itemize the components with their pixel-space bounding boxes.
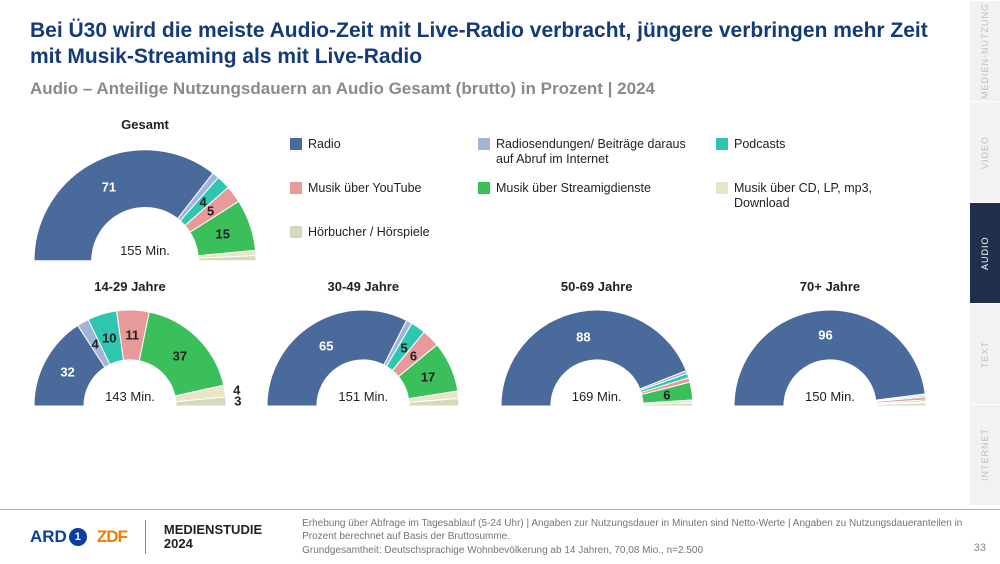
segment-value: 6 bbox=[410, 349, 417, 364]
segment-value: 65 bbox=[319, 338, 333, 353]
legend-item: Musik über YouTube bbox=[290, 181, 460, 211]
segment-value: 96 bbox=[818, 328, 832, 343]
page-subtitle: Audio – Anteilige Nutzungsdauern an Audi… bbox=[30, 79, 950, 99]
legend: Radio Radiosendungen/ Beiträge daraus auf… bbox=[290, 117, 886, 240]
side-tab-audio[interactable]: AUDIO bbox=[970, 202, 1000, 303]
segment-value: 71 bbox=[102, 179, 116, 194]
chart-30-49: 30-49 Jahre 65 56 17 151 Min. bbox=[263, 279, 463, 415]
footnotes: Erhebung über Abfrage im Tagesablauf (5-… bbox=[302, 517, 982, 558]
segment-value: 17 bbox=[421, 370, 435, 385]
segment-value: 5 bbox=[207, 203, 214, 218]
side-tab-medien-nutzung[interactable]: MEDIEN-NUTZUNG bbox=[970, 0, 1000, 101]
zdf-logo: ZDF bbox=[97, 527, 127, 547]
chart-title: 14-29 Jahre bbox=[30, 279, 230, 294]
side-tab-internet[interactable]: INTERNET bbox=[970, 404, 1000, 505]
chart-gesamt: Gesamt 71 4515 155 Min. bbox=[30, 117, 260, 270]
legend-item: Hörbucher / Hörspiele bbox=[290, 225, 460, 240]
footer-logos: ARD1 ZDF MEDIENSTUDIE2024 bbox=[30, 520, 262, 554]
segment-value: 32 bbox=[60, 365, 74, 380]
chart-center-label: 150 Min. bbox=[805, 389, 855, 404]
chart-title: 50-69 Jahre bbox=[497, 279, 697, 294]
chart-title: Gesamt bbox=[30, 117, 260, 132]
chart-center-label: 169 Min. bbox=[572, 389, 622, 404]
segment-value: 15 bbox=[215, 226, 229, 241]
segment-value: 88 bbox=[576, 329, 590, 344]
segment-value: 4 bbox=[199, 195, 206, 210]
segment-value: 4 bbox=[91, 337, 98, 352]
page-title: Bei Ü30 wird die meiste Audio-Zeit mit L… bbox=[30, 18, 950, 71]
chart-center-label: 155 Min. bbox=[120, 243, 170, 258]
ard-logo: ARD1 bbox=[30, 527, 87, 547]
segment-value: 10 bbox=[102, 331, 116, 346]
page-number: 33 bbox=[974, 542, 986, 554]
legend-item: Radio bbox=[290, 137, 460, 167]
legend-item: Radiosendungen/ Beiträge daraus auf Abru… bbox=[478, 137, 698, 167]
segment-value: 6 bbox=[663, 388, 670, 403]
legend-item: Musik über Streamigdienste bbox=[478, 181, 698, 211]
side-tab-video[interactable]: VIDEO bbox=[970, 101, 1000, 202]
side-tab-text[interactable]: TEXT bbox=[970, 303, 1000, 404]
chart-70plus: 70+ Jahre 96 150 Min. bbox=[730, 279, 930, 415]
legend-item: Musik über CD, LP, mp3, Download bbox=[716, 181, 886, 211]
segment-value: 11 bbox=[125, 328, 139, 343]
chart-center-label: 143 Min. bbox=[105, 389, 155, 404]
segment-value: 5 bbox=[401, 341, 408, 356]
chart-50-69: 50-69 Jahre 88 6 169 Min. bbox=[497, 279, 697, 415]
chart-title: 30-49 Jahre bbox=[263, 279, 463, 294]
chart-title: 70+ Jahre bbox=[730, 279, 930, 294]
segment-value: 3 bbox=[234, 394, 241, 409]
legend-item: Podcasts bbox=[716, 137, 886, 167]
chart-14-29: 14-29 Jahre32410113743143 Min. bbox=[30, 279, 230, 415]
chart-center-label: 151 Min. bbox=[338, 389, 388, 404]
segment-value: 37 bbox=[173, 348, 187, 363]
study-label: MEDIENSTUDIE2024 bbox=[164, 523, 262, 552]
